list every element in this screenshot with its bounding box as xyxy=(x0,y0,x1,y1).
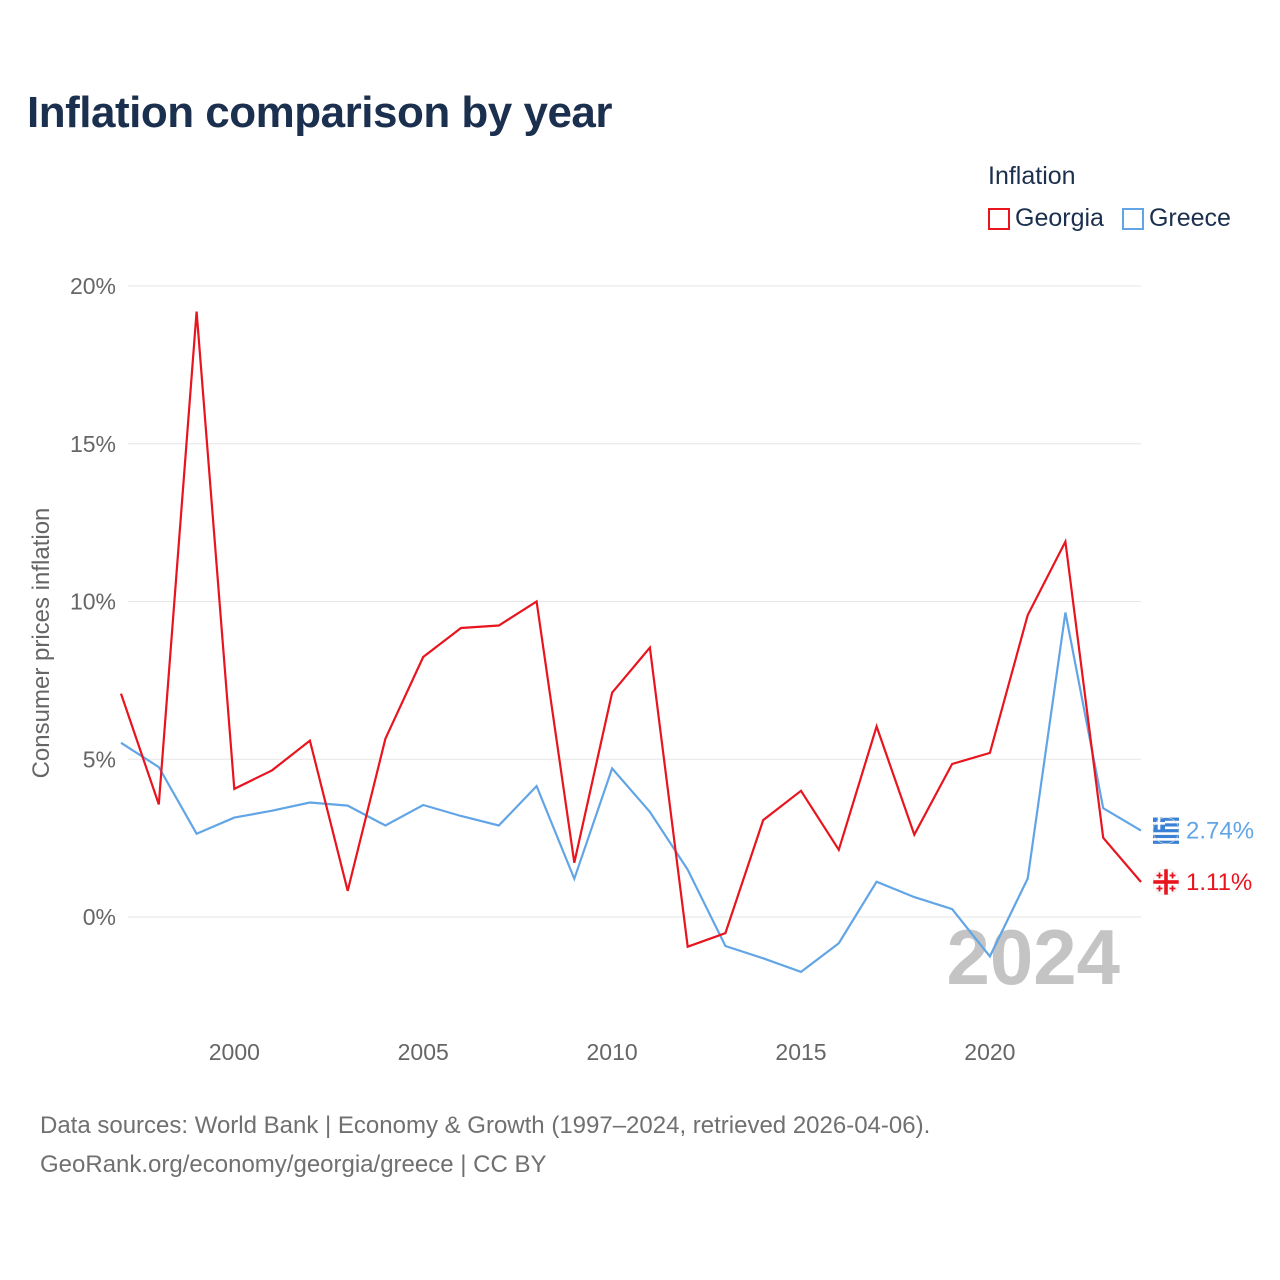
end-markers: 1.11% 2.74% xyxy=(1152,817,1254,896)
source-line-2[interactable]: GeoRank.org/economy/georgia/greece | CC … xyxy=(40,1151,547,1178)
line-chart: 0%5%10%15%20% 2000 2005 2010 2015 2020 2024 … xyxy=(70,273,1254,1065)
legend: Georgia Greece xyxy=(988,204,1231,233)
source-line-1: Data sources: World Bank | Economy & Gro… xyxy=(40,1112,931,1139)
y-tick-label: 10% xyxy=(70,589,116,615)
y-tick-labels: 0% 5% 10% 15% 20% xyxy=(70,273,116,930)
series-line-georgia[interactable] xyxy=(119,311,1142,949)
gridlines xyxy=(128,285,1141,918)
legend-swatch-georgia xyxy=(988,207,1010,230)
source-note: Data sources: World Bank | Economy & Gro… xyxy=(40,1106,930,1184)
x-tick-labels: 2000 2005 2010 2015 2020 xyxy=(209,1039,1016,1065)
x-tick-label: 2000 xyxy=(209,1039,260,1065)
x-tick-label: 2010 xyxy=(587,1039,638,1065)
y-tick-label: 0% xyxy=(83,904,116,930)
legend-item-greece[interactable]: Greece xyxy=(1121,204,1231,233)
y-tick-label: 20% xyxy=(70,273,116,299)
chart-title: Inflation comparison by year xyxy=(27,88,613,137)
end-label-greece: 2.74% xyxy=(1186,818,1254,845)
x-tick-label: 2020 xyxy=(964,1039,1015,1065)
legend-title: Inflation xyxy=(988,162,1076,190)
legend-swatch-greece xyxy=(1121,207,1144,230)
series-lines xyxy=(119,311,1142,974)
legend-label-greece: Greece xyxy=(1148,204,1231,232)
x-tick-label: 2015 xyxy=(775,1039,826,1065)
greece-flag-icon xyxy=(1152,817,1180,844)
data-points xyxy=(119,310,1143,974)
legend-item-georgia[interactable]: Georgia xyxy=(988,204,1104,233)
legend-label-georgia: Georgia xyxy=(1015,204,1104,232)
y-tick-label: 15% xyxy=(70,431,116,457)
y-tick-label: 5% xyxy=(83,746,116,772)
georgia-flag-icon xyxy=(1152,868,1180,896)
year-watermark: 2024 xyxy=(946,913,1120,1001)
x-tick-label: 2005 xyxy=(398,1039,449,1065)
end-label-georgia: 1.11% xyxy=(1186,869,1252,896)
series-line-greece[interactable] xyxy=(120,612,1142,974)
